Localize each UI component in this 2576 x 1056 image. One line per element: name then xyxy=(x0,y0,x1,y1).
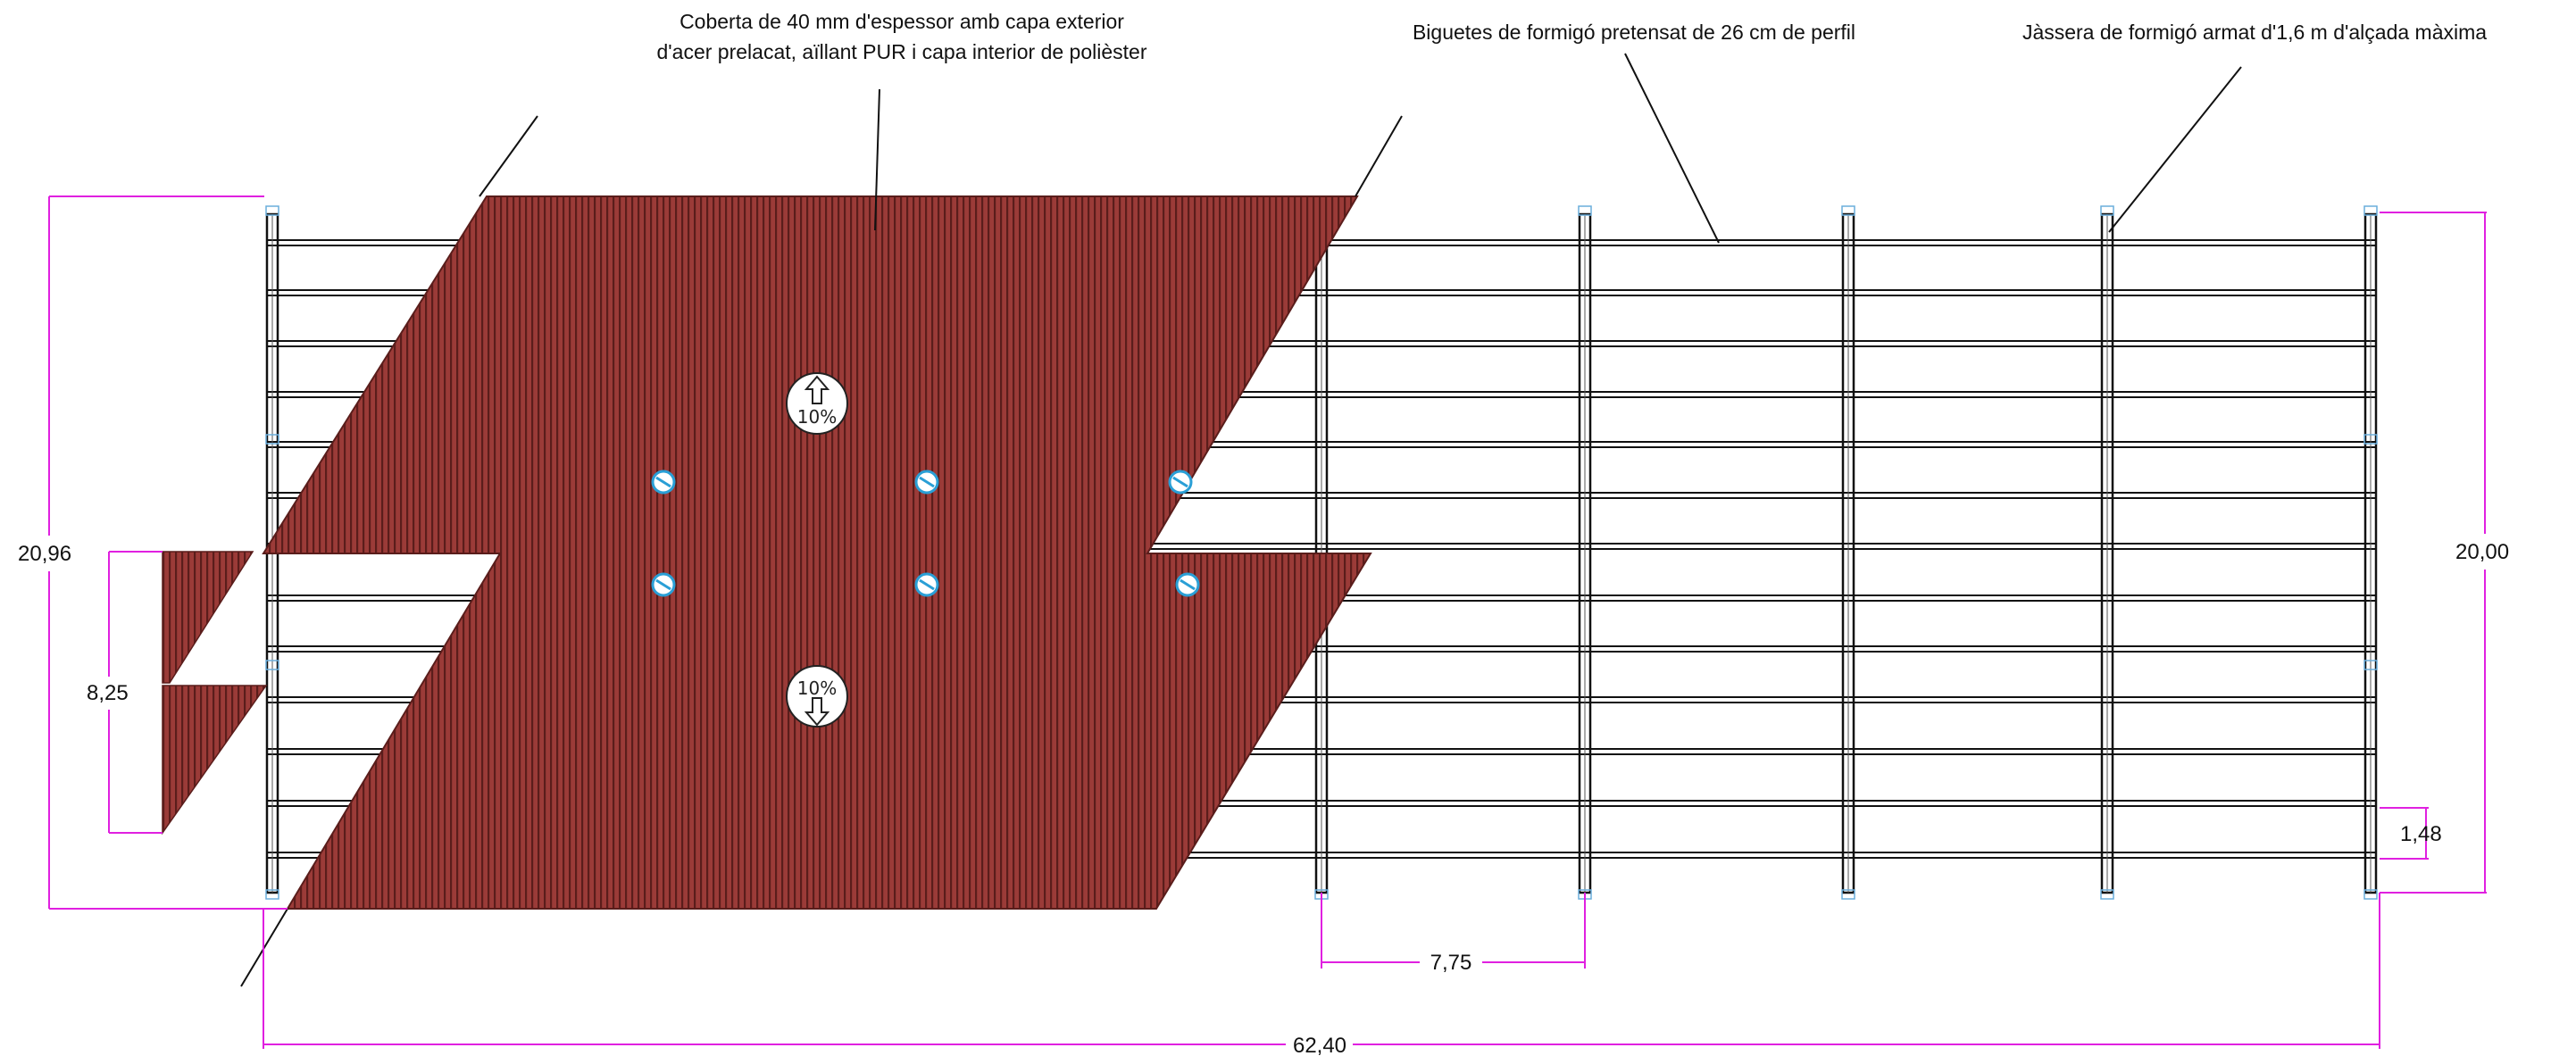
leader-left-top xyxy=(479,115,538,197)
dimension-opening-height: 8,25 xyxy=(87,681,129,705)
roof-left-lower-strip xyxy=(162,685,268,836)
drain-bar xyxy=(919,578,935,591)
beam-5 xyxy=(2100,212,2114,894)
slope-indicator-down: 10% xyxy=(786,665,848,728)
drain-bar xyxy=(655,578,671,591)
slope-arrow-up-icon xyxy=(804,375,830,404)
column-node xyxy=(2363,205,2378,216)
beam-4 xyxy=(1841,212,1855,894)
beam-3 xyxy=(1578,212,1592,894)
drain-bar xyxy=(1180,578,1196,591)
column-node xyxy=(265,205,279,216)
joist-annotation: Biguetes de formigó pretensat de 26 cm d… xyxy=(1413,21,1855,44)
beam-annotation: Jàssera de formigó armat d'1,6 m d'alçad… xyxy=(2022,21,2487,44)
leader-joists xyxy=(1624,53,1720,244)
dimension-joist-spacing: 1,48 xyxy=(2400,822,2442,846)
column-node xyxy=(2100,889,2114,900)
roof-left-upper-strip xyxy=(162,551,254,684)
roof-drain-icon xyxy=(914,470,939,495)
dimension-total-height-left: 20,96 xyxy=(18,542,71,566)
dimension-bay-spacing: 7,75 xyxy=(1430,951,1472,975)
column-node xyxy=(265,889,279,900)
column-node xyxy=(2363,889,2378,900)
dimension-total-length: 62,40 xyxy=(1293,1034,1346,1056)
drain-bar xyxy=(919,476,935,488)
leader-lines xyxy=(240,53,2242,987)
roof-main-panel xyxy=(262,195,1372,910)
roof-drain-icon xyxy=(651,470,676,495)
roof-drain-icon xyxy=(1168,470,1193,495)
drain-bar xyxy=(1172,476,1188,488)
roof-drains xyxy=(651,470,1200,597)
roof-covering xyxy=(162,195,1372,910)
beam-6 xyxy=(2363,212,2378,894)
slope-arrow-down-icon xyxy=(804,697,830,727)
dimension-lines xyxy=(48,195,2487,1049)
roof-drain-icon xyxy=(914,572,939,597)
drain-bar xyxy=(655,476,671,488)
column-node xyxy=(2363,434,2378,445)
column-node xyxy=(1841,889,1855,900)
roof-annotation-line1: Coberta de 40 mm d'espessor amb capa ext… xyxy=(679,10,1124,33)
column-node xyxy=(2100,205,2114,216)
column-node xyxy=(2363,660,2378,670)
leader-beam xyxy=(2108,66,2242,233)
column-node xyxy=(265,660,279,670)
column-node-markers xyxy=(265,205,2378,900)
roof-drain-icon xyxy=(651,572,676,597)
roof-annotation-line2: d'acer prelacat, aïllant PUR i capa inte… xyxy=(656,40,1146,63)
roof-drain-icon xyxy=(1175,572,1200,597)
slope-indicator-up: 10% xyxy=(786,372,848,435)
slope-up-label: 10% xyxy=(797,406,837,428)
dimension-total-height-right: 20,00 xyxy=(2455,540,2509,564)
slope-down-label: 10% xyxy=(797,678,837,699)
column-node xyxy=(1841,205,1855,216)
leader-roof xyxy=(874,88,880,231)
column-node xyxy=(265,434,279,445)
leader-right-top xyxy=(1355,115,1403,197)
column-node xyxy=(1578,205,1592,216)
